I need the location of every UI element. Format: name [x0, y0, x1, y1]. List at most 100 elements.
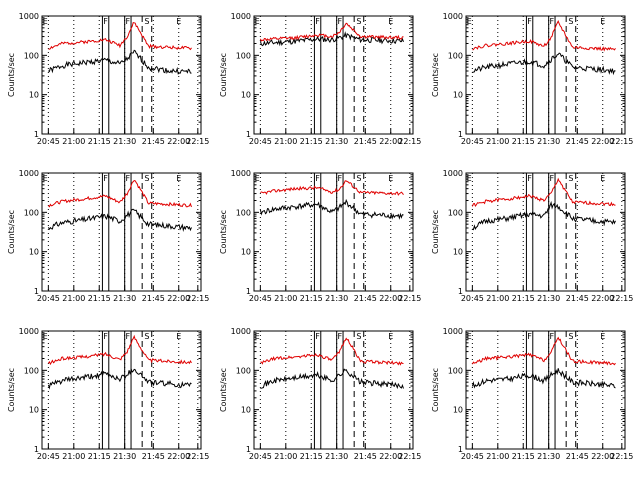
x-tick-label: 21:45 — [566, 452, 589, 461]
y-tick-label: 100 — [448, 366, 463, 375]
x-tick-label: 21:00 — [486, 452, 509, 461]
events-series-line — [260, 368, 404, 390]
y-tick-label: 1 — [458, 445, 463, 454]
y-tick-label: 10 — [241, 406, 251, 415]
interval-marker: S — [568, 174, 573, 183]
y-tick-label: 10 — [29, 248, 39, 257]
lld-series-line — [471, 177, 616, 208]
interval-marker: E — [255, 332, 260, 341]
x-tick-label: 21:45 — [354, 294, 377, 303]
y-tick-label: 1 — [458, 287, 463, 296]
x-tick-label: 22:00 — [167, 452, 190, 461]
y-axis-label: Counts/sec — [7, 210, 16, 254]
x-tick-label: 21:15 — [300, 452, 323, 461]
x-tick-label: 22:00 — [379, 452, 402, 461]
x-tick-label: 21:30 — [325, 137, 348, 146]
x-tick-label: 21:15 — [88, 294, 111, 303]
interval-marker: F — [103, 174, 108, 183]
x-tick-label: 22:15 — [610, 137, 633, 146]
events-series-line — [48, 49, 192, 75]
x-tick-label: 20:45 — [249, 294, 272, 303]
y-tick-label: 10 — [241, 91, 251, 100]
y-tick-label: 10 — [29, 406, 39, 415]
x-tick-label: 22:15 — [398, 137, 421, 146]
y-axis-label: Counts/sec — [431, 210, 440, 254]
events-series-line — [472, 200, 616, 231]
x-tick-label: 21:45 — [566, 137, 589, 146]
y-tick-label: 1 — [246, 130, 251, 139]
x-tick-label: 21:45 — [354, 137, 377, 146]
chart-panel-1: 1 10 100 1000 Counts/sec 20:45 21:00 21:15 21:30… — [7, 12, 209, 146]
x-tick-label: 21:30 — [113, 137, 136, 146]
x-tick-label: 21:45 — [142, 137, 165, 146]
interval-marker: F — [527, 332, 532, 341]
x-tick-label: 22:00 — [591, 137, 614, 146]
x-tick-label: 21:45 — [566, 294, 589, 303]
interval-marker: S — [356, 332, 361, 341]
x-tick-label: 22:15 — [186, 294, 209, 303]
plot-frame — [41, 330, 202, 450]
interval-marker: S — [144, 332, 149, 341]
x-tick-label: 20:45 — [249, 137, 272, 146]
x-tick-label: 20:45 — [461, 294, 484, 303]
x-tick-label: 22:15 — [398, 294, 421, 303]
chart-panel-9: 1 10 100 1000 Counts/sec 20:45 21:00 21:15 21:30… — [431, 327, 633, 461]
interval-marker: S — [144, 17, 149, 26]
y-tick-label: 1 — [34, 287, 39, 296]
interval-marker: E — [43, 17, 48, 26]
interval-marker: S — [144, 174, 149, 183]
x-tick-label: 20:45 — [37, 452, 60, 461]
lld-series-line — [260, 337, 404, 366]
interval-marker: E — [388, 332, 393, 341]
events-series-line — [259, 198, 404, 220]
x-tick-label: 21:30 — [537, 452, 560, 461]
x-tick-label: 20:45 — [249, 452, 272, 461]
x-tick-label: 22:15 — [610, 452, 633, 461]
lld-series-line — [260, 180, 404, 196]
interval-marker: F — [126, 174, 131, 183]
y-tick-label: 1 — [458, 130, 463, 139]
y-tick-label: 10 — [241, 248, 251, 257]
chart-panel-7: 1 10 100 1000 Counts/sec 20:45 21:00 21:15 21:30… — [7, 327, 209, 461]
interval-marker: E — [176, 17, 181, 26]
x-tick-label: 21:00 — [62, 452, 85, 461]
interval-marker: F — [338, 17, 343, 26]
lld-series-line — [48, 22, 192, 51]
y-tick-label: 100 — [236, 366, 251, 375]
plot-frame — [465, 15, 626, 135]
interval-marker: E — [176, 332, 181, 341]
y-tick-label: 10 — [453, 91, 463, 100]
y-tick-label: 1000 — [443, 327, 463, 336]
interval-marker: E — [467, 174, 472, 183]
interval-marker: E — [43, 332, 48, 341]
x-tick-label: 22:00 — [167, 294, 190, 303]
interval-marker: F — [315, 174, 320, 183]
x-tick-label: 20:45 — [37, 137, 60, 146]
y-axis-label: Counts/sec — [7, 53, 16, 97]
y-tick-label: 1000 — [19, 327, 39, 336]
y-tick-label: 100 — [24, 366, 39, 375]
x-tick-label: 22:00 — [591, 452, 614, 461]
y-tick-label: 100 — [448, 208, 463, 217]
x-tick-label: 21:45 — [142, 294, 165, 303]
x-tick-label: 22:00 — [591, 294, 614, 303]
events-series-line — [259, 31, 404, 47]
y-tick-label: 1000 — [19, 169, 39, 178]
x-tick-label: 21:15 — [512, 294, 535, 303]
interval-marker: E — [467, 17, 472, 26]
y-tick-label: 1 — [246, 287, 251, 296]
x-tick-label: 22:00 — [379, 137, 402, 146]
lld-series-line — [47, 334, 192, 366]
interval-marker: E — [255, 17, 260, 26]
y-tick-label: 100 — [24, 51, 39, 60]
events-series-line — [472, 52, 616, 76]
interval-marker: E — [600, 17, 605, 26]
x-tick-label: 22:15 — [186, 452, 209, 461]
y-tick-label: 100 — [24, 208, 39, 217]
plot-frame — [253, 15, 414, 135]
interval-marker: F — [527, 17, 532, 26]
y-axis-label: Counts/sec — [219, 53, 228, 97]
y-tick-label: 1000 — [443, 12, 463, 21]
interval-marker: F — [550, 17, 555, 26]
